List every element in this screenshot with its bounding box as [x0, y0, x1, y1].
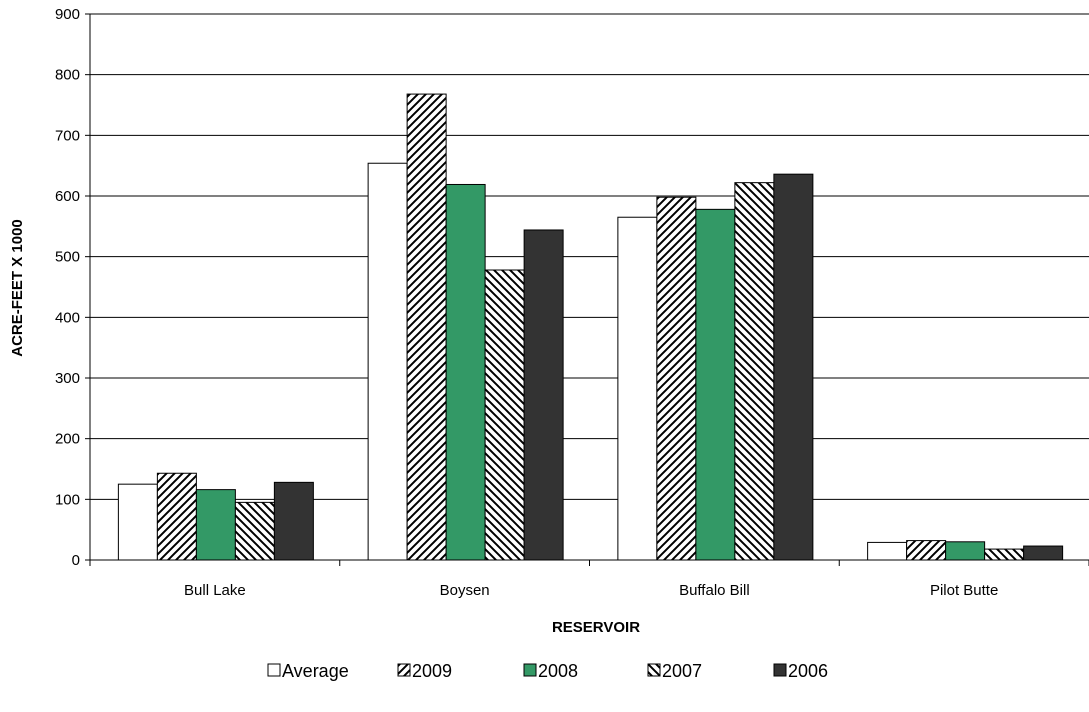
bar-2007	[484, 269, 525, 561]
legend: Average 2009 2008 2007 2006	[267, 661, 828, 681]
bar-2009	[156, 472, 197, 561]
bar-2008	[445, 183, 486, 561]
bar-2006	[773, 173, 814, 561]
legend-label: Average	[282, 661, 349, 681]
gridlines	[90, 13, 1089, 500]
legend-swatch	[267, 663, 281, 677]
y-tick-label: 400	[55, 309, 80, 326]
y-tick-label: 0	[72, 552, 80, 569]
y-tick-label: 300	[55, 370, 80, 387]
bar-2009	[656, 196, 697, 561]
legend-swatch	[397, 663, 411, 677]
bar-average	[117, 483, 158, 561]
bar-2008	[195, 489, 236, 561]
legend-item: 2007	[647, 661, 702, 681]
x-tick-label: Buffalo Bill	[679, 582, 750, 599]
legend-item: 2009	[397, 661, 452, 681]
bar-2007	[984, 548, 1025, 561]
bar-2009	[906, 540, 947, 561]
legend-label: 2009	[412, 661, 452, 681]
legend-label: 2008	[538, 661, 578, 681]
x-tick-label: Boysen	[440, 582, 490, 599]
bar-2006	[1023, 545, 1064, 561]
bar-2007	[734, 182, 775, 561]
bar-2008	[695, 208, 736, 561]
y-tick-label: 200	[55, 431, 80, 448]
y-tick-label: 700	[55, 127, 80, 144]
y-axis-title: ACRE-FEET X 1000	[9, 219, 26, 357]
y-tick-label: 100	[55, 491, 80, 508]
bar-2008	[945, 541, 986, 561]
legend-swatch	[647, 663, 661, 677]
y-tick-label: 600	[55, 188, 80, 205]
legend-item: 2006	[773, 661, 828, 681]
bar-2006	[523, 229, 564, 561]
x-tick-label: Bull Lake	[184, 582, 246, 599]
legend-label: 2006	[788, 661, 828, 681]
y-tick-label: 800	[55, 67, 80, 84]
legend-label: 2007	[662, 661, 702, 681]
legend-swatch	[773, 663, 787, 677]
x-axis-title: RESERVOIR	[552, 619, 640, 636]
bars	[117, 93, 1064, 561]
legend-item: Average	[267, 661, 349, 681]
bar-average	[867, 541, 908, 561]
bar-2007	[234, 501, 275, 561]
bar-average	[617, 216, 658, 561]
x-axis-ticks: Bull Lake Boysen Buffalo Bill Pilot Butte	[89, 560, 1089, 599]
y-tick-label: 500	[55, 249, 80, 266]
axes	[89, 14, 1089, 561]
legend-item: 2008	[523, 661, 578, 681]
bar-average	[367, 162, 408, 561]
bar-2006	[273, 481, 314, 561]
y-axis-ticks: 0 100 200 300 400 500 600 700 800 900	[55, 6, 90, 569]
x-tick-label: Pilot Butte	[930, 582, 998, 599]
y-tick-label: 900	[55, 6, 80, 23]
legend-swatch	[523, 663, 537, 677]
bar-2009	[406, 93, 447, 561]
